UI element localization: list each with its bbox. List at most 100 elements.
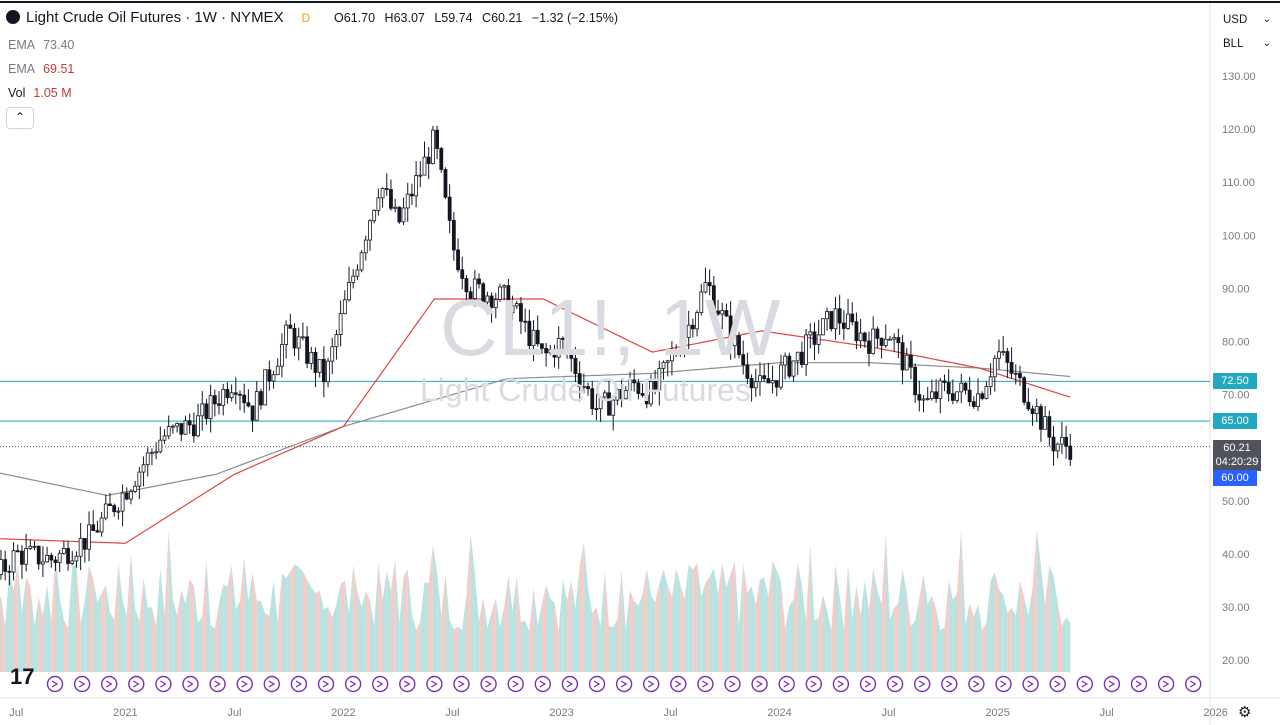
volume-bar xyxy=(244,557,249,672)
event-marker-arrow xyxy=(1108,680,1116,688)
event-marker xyxy=(1076,675,1094,693)
candle xyxy=(665,360,670,363)
candle xyxy=(472,278,477,299)
candle xyxy=(703,282,708,293)
candle xyxy=(183,420,188,435)
event-marker xyxy=(941,675,958,693)
level-label-65[interactable]: 65.00 xyxy=(1213,413,1257,429)
volume-bar xyxy=(759,577,765,672)
symbol-logo-icon xyxy=(6,10,20,24)
candle xyxy=(841,322,846,329)
volume-bar xyxy=(437,571,442,672)
volume-bar xyxy=(629,589,635,672)
candle xyxy=(15,550,20,553)
volume-bar xyxy=(172,599,178,672)
candle xyxy=(20,550,24,565)
volume-bar xyxy=(55,552,60,672)
candle xyxy=(175,423,179,427)
settings-icon[interactable]: ⚙ xyxy=(1238,704,1252,721)
volume-bar xyxy=(793,562,798,672)
y-tick-label: 20.00 xyxy=(1222,655,1250,667)
symbol-title[interactable]: Light Crude Oil Futures · 1W · NYMEX xyxy=(26,9,284,26)
candle xyxy=(753,381,758,389)
volume-bar xyxy=(843,564,849,672)
unit-select[interactable]: BLL ⌄ xyxy=(1217,34,1275,54)
collapse-legend-button[interactable]: ⌃ xyxy=(6,107,34,129)
event-marker-arrow xyxy=(1027,680,1034,688)
candle xyxy=(762,375,767,380)
event-marker-arrow xyxy=(973,680,980,688)
last-price-label[interactable]: 60.21 04:20:29 xyxy=(1213,440,1261,471)
volume-bar xyxy=(374,562,379,672)
volume-bar xyxy=(588,587,593,672)
candle xyxy=(955,391,959,401)
x-tick-label: 2023 xyxy=(549,707,573,719)
candle xyxy=(347,282,351,301)
volume-bar xyxy=(709,567,714,672)
volume-bar xyxy=(663,569,668,672)
candle xyxy=(124,492,129,500)
candle xyxy=(1059,436,1064,445)
event-marker xyxy=(886,675,904,693)
currency-select[interactable]: USD ⌄ xyxy=(1217,10,1275,30)
volume-bar xyxy=(1007,607,1012,672)
x-tick-label: Jul xyxy=(882,707,896,719)
delayed-badge[interactable]: D xyxy=(301,11,311,25)
candle xyxy=(686,324,691,338)
volume-bar xyxy=(718,562,723,672)
candle xyxy=(783,355,788,366)
volume-legend[interactable]: Vol 1.05 M xyxy=(8,86,72,100)
y-tick-label: 130.00 xyxy=(1222,71,1256,83)
volume-bar xyxy=(101,584,106,672)
x-tick-label: Jul xyxy=(663,707,677,719)
volume-bar xyxy=(13,563,18,672)
candle xyxy=(590,388,595,410)
volume-bar xyxy=(202,560,207,672)
candle xyxy=(1009,362,1014,374)
volume-bar xyxy=(151,607,157,672)
volume-bar xyxy=(399,576,404,672)
candle xyxy=(552,349,557,358)
candle xyxy=(699,291,704,314)
volume-bar xyxy=(923,574,928,672)
event-marker-arrow xyxy=(241,680,248,688)
event-marker-arrow xyxy=(593,680,601,688)
candle xyxy=(368,220,372,241)
volume-bar xyxy=(600,570,605,672)
ema-fast-legend[interactable]: EMA 69.51 xyxy=(8,62,75,76)
volume-bar xyxy=(483,597,488,672)
x-tick-label: 2026 xyxy=(1203,707,1227,719)
x-tick-label: 2025 xyxy=(985,707,1009,719)
candle xyxy=(506,285,511,314)
event-marker xyxy=(46,675,64,693)
tradingview-logo[interactable]: 17 xyxy=(10,664,35,689)
volume-bar xyxy=(701,582,706,672)
volume-bar xyxy=(256,600,261,672)
volume-bar xyxy=(474,572,480,672)
candle xyxy=(24,548,29,565)
candle xyxy=(670,352,674,362)
candle xyxy=(447,196,452,221)
volume-bar xyxy=(1003,594,1008,672)
candle xyxy=(393,206,398,209)
volume-bar xyxy=(940,627,945,672)
volume-bar xyxy=(692,562,698,672)
candle xyxy=(11,550,16,573)
event-marker xyxy=(155,675,172,693)
volume-bar xyxy=(181,589,186,672)
ema-slow-legend[interactable]: EMA 73.40 xyxy=(8,38,75,52)
candle xyxy=(661,361,666,369)
volume-bar xyxy=(68,566,73,672)
volume-bar xyxy=(265,613,270,672)
event-marker-arrow xyxy=(918,680,926,688)
candle xyxy=(581,386,586,388)
volume-bar xyxy=(957,528,962,672)
candle xyxy=(1047,416,1052,438)
level-label-72[interactable]: 72.50 xyxy=(1213,373,1257,389)
candle xyxy=(133,485,138,492)
candle xyxy=(812,331,817,345)
candle xyxy=(1013,372,1018,375)
level-label-60[interactable]: 60.00 xyxy=(1213,470,1257,486)
candle xyxy=(992,357,997,378)
